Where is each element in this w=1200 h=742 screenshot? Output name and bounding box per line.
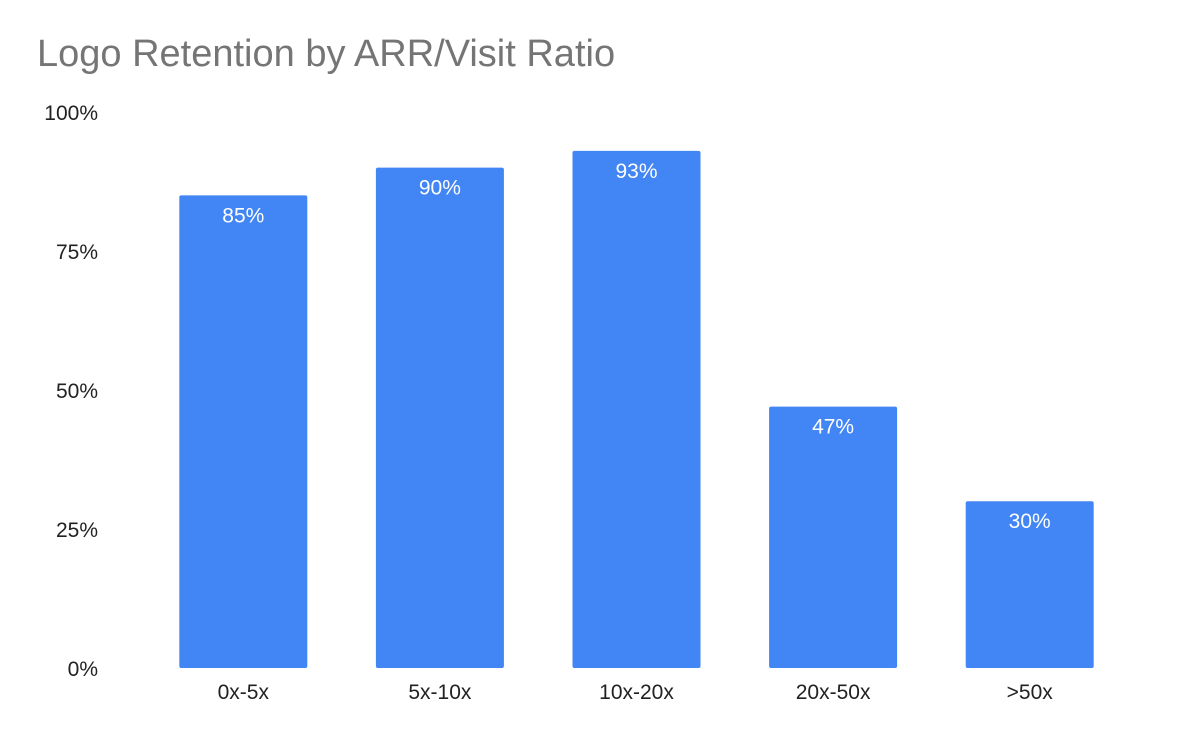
y-axis: 0% 25% 50% 75% 100% [44,102,98,681]
chart-title: Logo Retention by ARR/Visit Ratio [37,33,616,75]
x-tick-label: 5x-10x [408,681,472,704]
x-axis: 0x-5x 5x-10x 10x-20x 20x-50x >50x [218,681,1054,704]
y-tick-label: 0% [68,658,98,681]
data-label: 93% [615,160,657,183]
bar [375,167,504,668]
bars-group: 85% 90% 93% 47% 30% [179,150,1094,669]
bar [769,406,898,668]
y-tick-label: 50% [56,380,98,403]
y-tick-label: 75% [56,241,98,264]
y-tick-label: 25% [56,519,98,542]
bar [179,195,308,668]
bar [572,150,701,669]
data-label: 30% [1009,510,1051,533]
y-tick-label: 100% [44,102,98,125]
x-tick-label: 20x-50x [796,681,871,704]
x-tick-label: 10x-20x [599,681,674,704]
data-label: 90% [419,177,461,200]
x-tick-label: >50x [1007,681,1054,704]
x-tick-label: 0x-5x [218,681,270,704]
data-label: 47% [812,416,854,439]
bar [965,501,1094,668]
data-label: 85% [222,204,264,227]
